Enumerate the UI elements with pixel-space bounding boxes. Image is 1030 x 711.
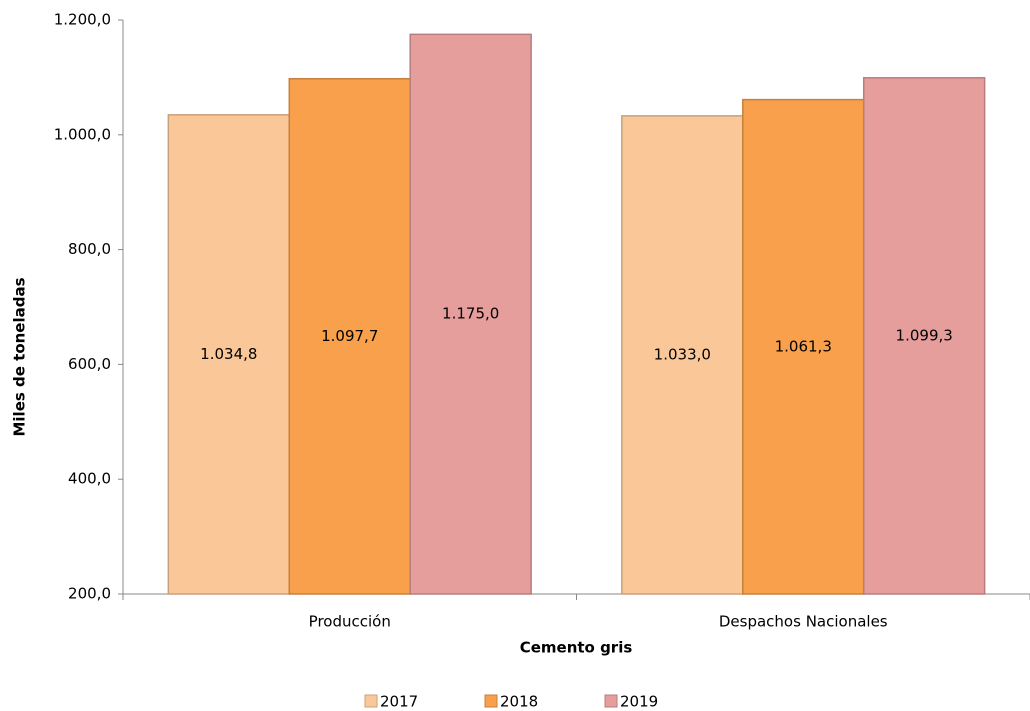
value-label: 1.175,0 (442, 305, 499, 323)
x-tick-label: Producción (309, 613, 391, 631)
y-tick-label: 200,0 (68, 585, 111, 603)
legend-label: 2018 (500, 693, 538, 711)
y-tick-label: 400,0 (68, 470, 111, 488)
y-tick-label: 1.000,0 (54, 125, 111, 143)
legend-label: 2019 (620, 693, 658, 711)
bar (742, 98, 865, 595)
x-tick-label: Despachos Nacionales (719, 613, 888, 631)
y-tick-label: 600,0 (68, 355, 111, 373)
value-label: 1.033,0 (654, 345, 711, 363)
bar (621, 115, 744, 595)
bar (862, 77, 986, 595)
bar (288, 77, 411, 595)
x-axis-title: Cemento gris (520, 639, 633, 657)
value-label: 1.034,8 (200, 345, 257, 363)
legend-swatch (604, 694, 618, 708)
bar (409, 33, 532, 595)
bar (167, 114, 291, 595)
value-label: 1.099,3 (896, 326, 953, 344)
value-label: 1.097,7 (321, 327, 378, 345)
legend-label: 2017 (380, 693, 418, 711)
y-axis-title: Miles de toneladas (11, 277, 29, 436)
legend-swatch (484, 694, 498, 708)
y-tick-label: 800,0 (68, 240, 111, 258)
value-label: 1.061,3 (775, 337, 832, 355)
y-tick-label: 1.200,0 (54, 11, 111, 29)
legend-swatch (364, 694, 378, 708)
